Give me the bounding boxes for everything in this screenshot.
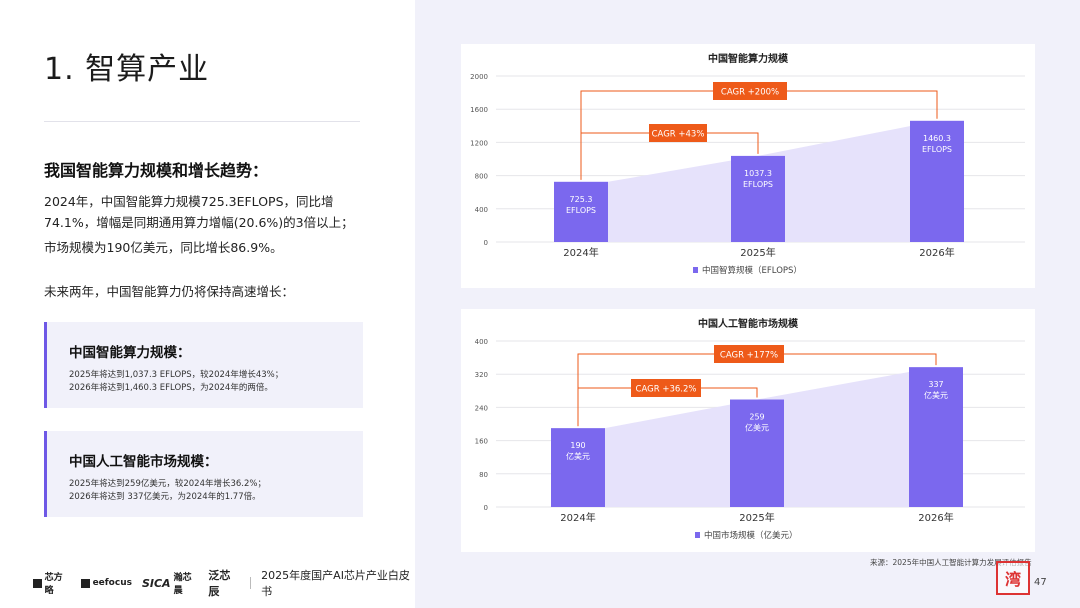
legend-swatch — [693, 267, 698, 273]
y-tick-label: 2000 — [470, 73, 488, 81]
y-tick-label: 240 — [475, 404, 488, 412]
y-tick-label: 400 — [475, 206, 488, 214]
bar-unit-label: 亿美元 — [924, 390, 948, 400]
logo-xinfanglue: 芯方略 — [33, 570, 71, 596]
bar-unit-label: 亿美元 — [566, 451, 590, 461]
paragraph-1: 2024年，中国智能算力规模725.3EFLOPS，同比增 74.1%，增幅是同… — [44, 191, 374, 233]
bar-unit-label: EFLOPS — [743, 180, 773, 189]
cagr-badge — [631, 379, 701, 397]
chart-title: 中国人工智能市场规模 — [698, 317, 799, 330]
paragraph-3: 未来两年，中国智能算力仍将保持高速增长： — [44, 284, 295, 299]
card-line: 2025年将达到259亿美元，较2024年增长36.2%； — [69, 479, 266, 489]
logo-fanxinchen: 泛芯辰 — [208, 569, 231, 598]
card-line: 2026年将达到1,460.3 EFLOPS，为2024年的两倍。 — [69, 383, 273, 393]
section-subtitle: 我国智能算力规模和增长趋势： — [44, 161, 269, 180]
report-title: 2025年度国产AI芯片产业白皮书 — [261, 569, 410, 598]
watermark-stamp: 湾 — [996, 561, 1030, 595]
bar-value-label: 259 — [749, 413, 764, 422]
logo-mark-icon — [80, 578, 90, 588]
bar-unit-label: EFLOPS — [922, 145, 952, 154]
cagr-label: CAGR +177% — [720, 351, 778, 361]
paragraph-1-line-1: 2024年，中国智能算力规模725.3EFLOPS，同比增 — [44, 194, 334, 209]
chart-compute-scale: 中国智能算力规模 0 400 800 1200 1600 2000 725.3 EFLOPS 20… — [470, 52, 1025, 276]
bar-value-label: 190 — [570, 441, 585, 450]
bar — [910, 120, 964, 242]
bar-value-label: 1037.3 — [744, 169, 772, 178]
x-tick-label: 2025年 — [739, 511, 774, 524]
cagr-badge — [714, 345, 784, 363]
bar-value-label: 337 — [928, 380, 943, 389]
bar-unit-label: EFLOPS — [566, 206, 596, 215]
y-tick-label: 1200 — [470, 139, 488, 147]
cagr-badge — [649, 124, 707, 142]
footer-separator — [250, 577, 252, 589]
bar-value-label: 1460.3 — [923, 134, 951, 143]
bar — [554, 181, 608, 242]
logo-eefocus: eefocus — [80, 578, 132, 588]
y-tick-label: 1600 — [470, 106, 488, 114]
x-tick-label: 2025年 — [740, 246, 775, 259]
card-market-scale: 中国人工智能市场规模： 2025年将达到259亿美元，较2024年增长36.2%… — [44, 431, 363, 517]
x-tick-label: 2026年 — [918, 511, 953, 524]
y-tick-label: 0 — [484, 239, 488, 247]
card-line: 2025年将达到1,037.3 EFLOPS，较2024年增长43%； — [69, 370, 284, 380]
y-tick-label: 800 — [475, 173, 488, 181]
card-title: 中国智能算力规模： — [69, 345, 191, 361]
y-tick-label: 0 — [484, 504, 488, 512]
paragraph-1-line-2: 74.1%，增幅是同期通用算力增幅(20.6%)的3倍以上； — [44, 215, 354, 230]
bar — [730, 399, 784, 507]
cagr-label: CAGR +36.2% — [636, 385, 697, 395]
chart-panel-market: 中国人工智能市场规模 0 80 160 240 320 400 190 亿美元 2024年 259 亿… — [461, 309, 1035, 552]
title-divider — [44, 121, 360, 122]
legend-label: 中国市场规模（亿美元） — [704, 530, 798, 541]
page-number: 47 — [1034, 577, 1047, 588]
card-line: 2026年将达到 337亿美元，为2024年的1.77倍。 — [69, 492, 261, 502]
cagr-badge — [713, 82, 787, 100]
card-compute-scale: 中国智能算力规模： 2025年将达到1,037.3 EFLOPS，较2024年增… — [44, 322, 363, 408]
y-tick-label: 160 — [475, 438, 488, 446]
y-tick-label: 80 — [479, 471, 488, 479]
logo-mark-icon — [33, 578, 42, 588]
cagr-label: CAGR +43% — [652, 130, 705, 140]
bar — [731, 155, 785, 242]
left-panel: 1. 智算产业 我国智能算力规模和增长趋势： 2024年，中国智能算力规模725… — [0, 0, 415, 608]
legend-label: 中国智算规模（EFLOPS） — [702, 265, 802, 276]
bar-value-label: 725.3 — [570, 195, 593, 204]
paragraph-2: 市场规模为190亿美元，同比增长86.9%。 — [44, 240, 283, 255]
logo-sica: SICA 瀚芯晨 — [141, 573, 192, 596]
x-tick-label: 2024年 — [560, 511, 595, 524]
chart-market-scale: 中国人工智能市场规模080160240320400190亿美元2024年259亿… — [475, 317, 1025, 541]
x-tick-label: 2024年 — [563, 246, 598, 259]
y-tick-label: 400 — [475, 338, 488, 346]
footer-bar: 芯方略 eefocus SICA 瀚芯晨 泛芯辰 2025年度国产AI芯片产业白皮… — [33, 569, 415, 598]
x-tick-label: 2026年 — [919, 246, 954, 259]
bar-unit-label: 亿美元 — [745, 423, 769, 433]
legend-swatch — [695, 532, 700, 538]
card-title: 中国人工智能市场规模： — [69, 454, 218, 470]
chart-panel-compute: 中国智能算力规模 0 400 800 1200 1600 2000 725.3 EFLOPS 20… — [461, 44, 1035, 288]
y-tick-label: 320 — [475, 371, 488, 379]
page-title: 1. 智算产业 — [44, 52, 210, 87]
source-note: 来源：2025年中国人工智能计算力发展评估报告 — [870, 558, 1032, 567]
bar — [551, 428, 605, 507]
chart-title: 中国智能算力规模 — [708, 52, 789, 65]
bar — [909, 367, 963, 507]
cagr-label: CAGR +200% — [721, 88, 779, 98]
